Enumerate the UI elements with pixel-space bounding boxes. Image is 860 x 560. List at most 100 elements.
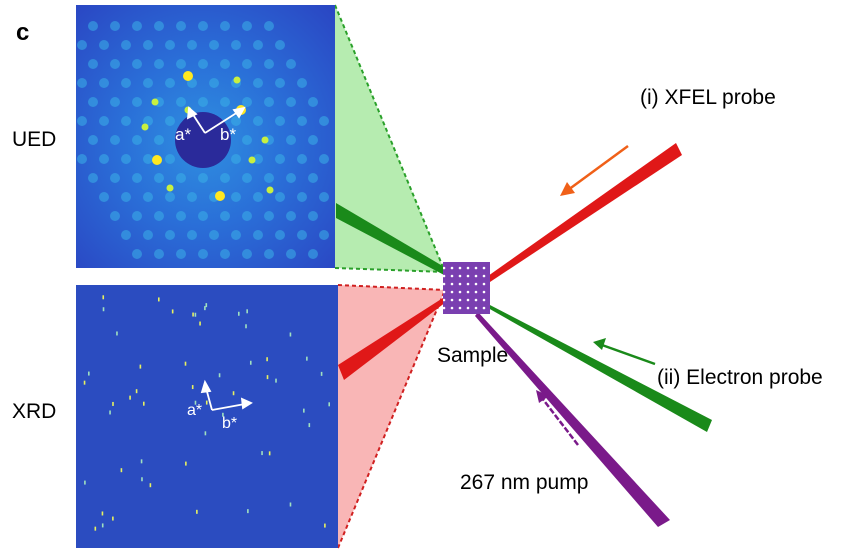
spot	[209, 40, 219, 50]
spot	[165, 154, 175, 164]
spot	[149, 483, 152, 488]
spot	[139, 364, 142, 369]
spot	[253, 40, 263, 50]
axis-label: b*	[220, 125, 236, 144]
pattern-label: UED	[12, 128, 56, 151]
spot	[143, 230, 153, 240]
spot	[187, 230, 197, 240]
scattered-xrays	[338, 296, 446, 380]
spot	[140, 459, 143, 464]
spot	[308, 173, 318, 183]
spot	[324, 523, 326, 528]
spot	[231, 116, 241, 126]
spot	[303, 408, 305, 413]
xfel-beam	[488, 143, 682, 282]
spot	[286, 59, 296, 69]
spot	[101, 523, 104, 528]
spot	[209, 78, 219, 88]
spot	[218, 373, 221, 378]
spot	[143, 154, 153, 164]
spot	[154, 21, 164, 31]
spot	[154, 249, 164, 259]
spot	[176, 173, 186, 183]
spot	[83, 380, 86, 385]
spot	[132, 135, 142, 145]
spot	[158, 297, 160, 302]
spot	[151, 98, 159, 106]
spot	[143, 40, 153, 50]
spot	[308, 249, 318, 259]
spot	[112, 516, 114, 521]
spot	[209, 230, 219, 240]
spot	[132, 97, 142, 107]
spot	[198, 249, 208, 259]
spot	[176, 211, 186, 221]
xfel-arrow	[560, 144, 629, 196]
spot	[141, 123, 149, 131]
spot	[99, 78, 109, 88]
spot	[253, 230, 263, 240]
spot	[306, 356, 308, 361]
spot	[220, 173, 230, 183]
spot	[154, 135, 164, 145]
spot	[220, 211, 230, 221]
axis-label: a*	[175, 125, 191, 144]
spot	[101, 511, 104, 516]
spot	[242, 211, 252, 221]
spot	[198, 59, 208, 69]
spot	[215, 191, 225, 201]
spot	[165, 230, 175, 240]
spot	[132, 59, 142, 69]
xrd-spots	[83, 295, 331, 531]
spot	[220, 59, 230, 69]
spot	[319, 192, 329, 202]
spot	[99, 116, 109, 126]
spot	[121, 40, 131, 50]
spot	[319, 116, 329, 126]
spot	[245, 324, 247, 329]
spot	[94, 526, 97, 531]
spot	[261, 451, 263, 456]
spot	[171, 309, 174, 314]
cone-edge	[337, 284, 446, 291]
spot	[88, 371, 90, 376]
spot	[264, 249, 274, 259]
spot	[266, 357, 268, 362]
spot	[242, 173, 252, 183]
spot	[187, 192, 197, 202]
spot	[88, 59, 98, 69]
spot	[135, 389, 138, 394]
pump-arrow	[536, 390, 579, 446]
spot	[286, 135, 296, 145]
spot	[233, 76, 241, 84]
spot	[222, 412, 224, 417]
spot	[77, 78, 87, 88]
beam-label: 267 nm pump	[460, 471, 588, 494]
spot	[248, 156, 256, 164]
spot	[143, 78, 153, 88]
spot	[102, 295, 105, 300]
spot	[232, 391, 235, 396]
spot	[121, 230, 131, 240]
spot	[77, 116, 87, 126]
sample-label: Sample	[437, 344, 508, 367]
spot	[176, 21, 186, 31]
spot	[253, 116, 263, 126]
spot	[242, 135, 252, 145]
spot	[266, 375, 269, 380]
spot	[275, 40, 285, 50]
spot	[266, 186, 274, 194]
spot	[253, 192, 263, 202]
spot	[286, 211, 296, 221]
spot	[205, 400, 208, 405]
electron-beam	[488, 304, 712, 432]
spot	[320, 371, 323, 376]
spot	[99, 154, 109, 164]
spot	[264, 21, 274, 31]
spot	[132, 21, 142, 31]
cone-edge	[334, 4, 446, 273]
spot	[132, 211, 142, 221]
spot	[154, 173, 164, 183]
spot	[191, 385, 194, 390]
